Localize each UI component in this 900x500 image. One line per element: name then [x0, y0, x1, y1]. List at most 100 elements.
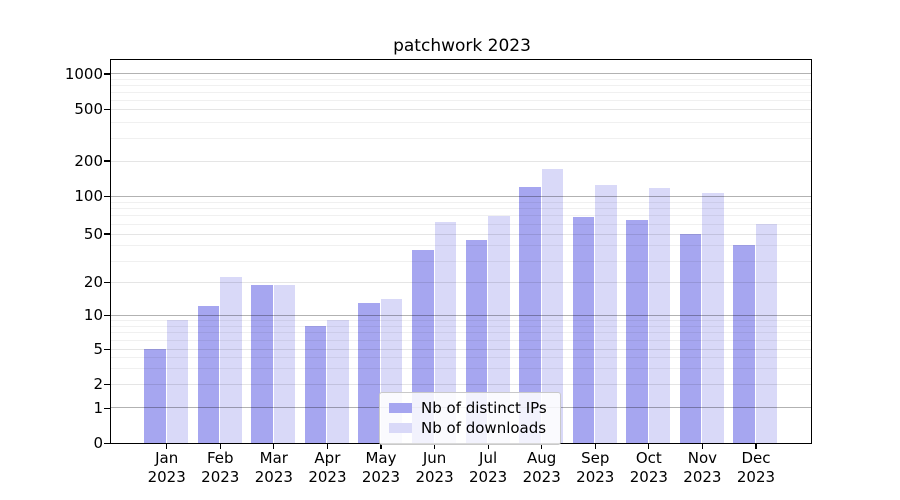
gridline-7: [111, 332, 811, 334]
legend-label-downloads: Nb of downloads: [421, 419, 547, 437]
y-tick-mark-5: [104, 348, 111, 350]
bar-downloads-jul: [488, 216, 510, 443]
y-tick-label-500: 500: [74, 100, 103, 118]
gridline-400: [111, 121, 811, 123]
gridline-6: [111, 339, 811, 341]
gridline-1000: [111, 73, 811, 75]
bar-downloads-oct: [648, 187, 671, 443]
bar-downloads-jun: [434, 221, 457, 443]
bar-distinct-ips-may: [358, 302, 380, 443]
gridline-5: [111, 348, 811, 350]
x-tick-label-sep: Sep 2023: [576, 449, 615, 486]
gridline-9: [111, 320, 811, 322]
legend-swatch-distinct-ips: [389, 403, 412, 413]
legend-label-distinct-ips: Nb of distinct IPs: [421, 399, 547, 417]
x-tick-label-mar: Mar 2023: [254, 449, 293, 486]
y-tick-label-1: 1: [93, 398, 103, 417]
bar-downloads-nov: [702, 193, 724, 443]
x-tick-label-dec: Dec 2023: [736, 449, 776, 486]
legend-item-downloads: Nb of downloads: [389, 418, 547, 438]
plot-area: [110, 59, 812, 444]
gridline-90: [111, 201, 811, 203]
x-tick-label-oct: Oct 2023: [629, 449, 668, 486]
gridline-80: [111, 208, 811, 210]
gridline-30: [111, 260, 811, 262]
gridline-2: [111, 383, 811, 385]
bar-distinct-ips-nov: [679, 233, 702, 443]
bar-downloads-jan: [166, 320, 189, 443]
x-tick-mark-jul: [487, 444, 489, 449]
gridline-900: [111, 78, 811, 80]
y-tick-mark-1: [104, 407, 111, 409]
x-tick-mark-jun: [433, 444, 436, 449]
x-tick-mark-mar: [273, 444, 275, 449]
gridline-10: [111, 314, 811, 316]
x-tick-label-may: May 2023: [361, 449, 401, 486]
bar-distinct-ips-aug: [519, 186, 541, 443]
gridline-8: [111, 325, 811, 327]
y-tick-label-5: 5: [93, 339, 103, 358]
bar-distinct-ips-sep: [572, 216, 595, 443]
gridline-3: [111, 368, 811, 370]
y-tick-label-100: 100: [74, 187, 103, 206]
gridline-200: [111, 160, 811, 162]
y-tick-label-200: 200: [74, 151, 103, 170]
bar-distinct-ips-mar: [251, 284, 273, 443]
gridline-600: [111, 99, 811, 101]
gridline-40: [111, 245, 811, 247]
x-tick-mark-nov: [701, 444, 703, 449]
gridline-300: [111, 137, 811, 139]
x-tick-label-jan: Jan 2023: [147, 449, 186, 486]
y-tick-label-0: 0: [93, 434, 103, 452]
legend: Nb of distinct IPs Nb of downloads: [379, 392, 561, 445]
x-tick-mark-jan: [166, 444, 168, 449]
x-tick-mark-apr: [326, 444, 328, 449]
bar-distinct-ips-feb: [197, 306, 220, 443]
bar-downloads-feb: [220, 277, 242, 443]
x-tick-mark-may: [380, 444, 382, 449]
x-tick-mark-dec: [755, 444, 757, 449]
y-tick-mark-0: [104, 442, 111, 445]
x-tick-mark-aug: [541, 444, 543, 449]
y-tick-mark-500: [104, 108, 111, 111]
bar-downloads-apr: [327, 320, 349, 443]
x-tick-mark-oct: [648, 444, 650, 449]
gridline-800: [111, 84, 811, 86]
y-tick-label-2: 2: [93, 374, 103, 393]
y-tick-mark-2: [104, 383, 111, 385]
y-tick-mark-200: [104, 160, 111, 162]
bar-downloads-dec: [755, 223, 778, 443]
y-tick-mark-100: [104, 196, 111, 198]
y-tick-mark-20: [104, 282, 111, 284]
bar-distinct-ips-jan: [144, 348, 166, 443]
y-tick-label-1000: 1000: [64, 64, 103, 83]
y-tick-mark-50: [104, 233, 111, 235]
x-tick-mark-feb: [219, 444, 221, 449]
x-tick-mark-sep: [594, 444, 596, 449]
chart-title: patchwork 2023: [393, 36, 531, 56]
gridline-100: [111, 195, 811, 197]
gridline-60: [111, 223, 811, 225]
x-tick-label-aug: Aug 2023: [522, 449, 561, 486]
bar-downloads-aug: [541, 169, 564, 443]
y-tick-label-10: 10: [83, 306, 103, 324]
x-tick-label-jun: Jun 2023: [415, 449, 454, 486]
bar-downloads-mar: [273, 284, 296, 443]
gridline-700: [111, 91, 811, 93]
gridline-500: [111, 109, 811, 110]
gridline-70: [111, 215, 811, 217]
x-tick-label-feb: Feb 2023: [201, 449, 240, 486]
gridline-50: [111, 233, 811, 235]
gridline-20: [111, 282, 811, 284]
bar-distinct-ips-dec: [733, 245, 755, 443]
y-tick-mark-10: [104, 314, 111, 317]
y-tick-label-50: 50: [83, 224, 103, 243]
x-tick-label-jul: Jul 2023: [469, 449, 508, 486]
bar-downloads-sep: [595, 185, 617, 443]
bar-distinct-ips-oct: [626, 220, 648, 443]
bar-distinct-ips-apr: [304, 325, 327, 443]
y-tick-label-20: 20: [83, 273, 103, 292]
x-tick-label-nov: Nov 2023: [683, 449, 722, 486]
gridline-4: [111, 357, 811, 359]
